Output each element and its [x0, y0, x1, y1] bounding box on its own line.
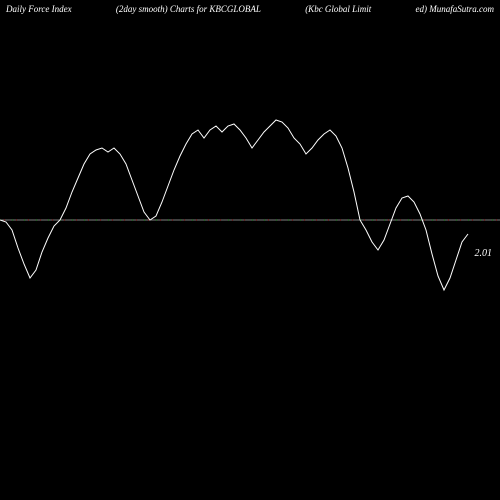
force-index-chart: 2.01	[0, 20, 500, 500]
header-right: ed) MunafaSutra.com	[415, 4, 494, 14]
chart-svg	[0, 20, 500, 500]
header-center-right: (Kbc Global Limit	[305, 4, 371, 14]
header-center-left: (2day smooth) Charts for KBCGLOBAL	[116, 4, 261, 14]
chart-header: Daily Force Index (2day smooth) Charts f…	[0, 4, 500, 14]
header-left: Daily Force Index	[6, 4, 72, 14]
current-value-label: 2.01	[475, 248, 493, 259]
